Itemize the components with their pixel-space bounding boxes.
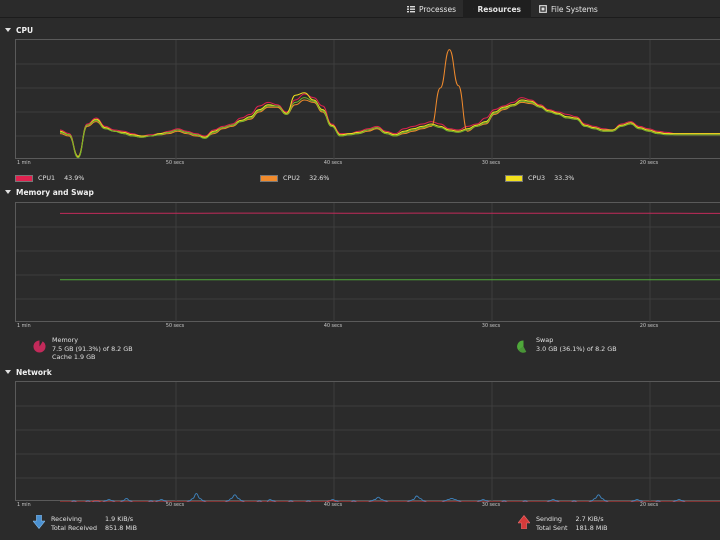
memory-cache: Cache 1.9 GB [52,353,96,361]
tab-resources[interactable]: Resources [463,0,531,18]
cpu1-label: CPU1 [38,174,56,182]
series-line-cpu4 [59,97,720,159]
tick-label: 20 secs [639,503,659,508]
tab-file-systems[interactable]: File Systems [529,0,608,18]
cpu3-value: 33.3% [554,174,575,182]
upload-arrow-icon[interactable] [518,515,530,529]
swap-used: 3.0 GB (36.1%) of 8.2 GB [536,344,617,353]
tick-label: 1 min [17,324,31,329]
sending-label: Sending [536,515,562,523]
cpu3-legend: CPU3 33.3% [505,174,574,182]
swap-label: Swap [536,336,554,344]
total-sent-value: 181.8 MiB [575,523,608,532]
sending-info: Sending 2.7 KiB/s Total Sent 181.8 MiB [518,515,608,532]
total-sent-label: Total Sent [536,523,568,532]
tick-label: 20 secs [639,324,659,329]
top-tab-bar: Processes Resources File Systems [0,0,720,18]
cpu1-legend: CPU1 43.9% [15,174,84,182]
tab-processes[interactable]: Processes [397,0,466,18]
memory-used: 7.5 GB (91.3%) of 8.2 GB [52,344,133,353]
swap-info: Swap 3.0 GB (36.1%) of 8.2 GB [517,336,617,353]
network-time-axis: 1 min 50 secs 40 secs 30 secs 20 secs [15,503,720,511]
network-plot [16,382,720,502]
collapse-triangle-icon[interactable] [5,28,11,32]
memory-time-axis: 1 min 50 secs 40 secs 30 secs 20 secs [15,324,720,332]
tick-label: 30 secs [481,324,501,329]
tick-label: 20 secs [639,161,659,166]
collapse-triangle-icon[interactable] [5,190,11,194]
tick-label: 30 secs [481,161,501,166]
cpu1-color-swatch[interactable] [15,174,33,182]
series-line-cpu2 [59,49,720,159]
series-line-receiving [60,493,720,502]
cpu2-label: CPU2 [283,174,301,182]
receiving-label: Receiving [51,515,82,523]
tick-label: 40 secs [323,324,343,329]
section-title: Memory and Swap [16,187,94,197]
network-section-header[interactable]: Network [5,366,52,378]
series-line-cpu3 [59,92,720,157]
tab-label: Resources [477,4,521,14]
sending-value: 2.7 KiB/s [575,515,604,523]
cpu1-value: 43.9% [64,174,85,182]
tick-label: 50 secs [165,324,185,329]
network-graph [15,381,720,502]
cpu-plot [16,40,720,160]
cpu-graph [15,39,720,160]
tick-label: 40 secs [323,161,343,166]
tick-label: 1 min [17,161,31,166]
file-systems-icon [539,5,547,13]
receiving-value: 1.9 KiB/s [105,515,134,523]
tick-label: 30 secs [481,503,501,508]
cpu2-color-swatch[interactable] [260,174,278,182]
total-received-value: 851.8 MiB [105,523,138,532]
memory-label: Memory [52,336,78,344]
memory-section-header[interactable]: Memory and Swap [5,186,94,198]
tab-label: Processes [419,4,456,14]
tick-label: 50 secs [165,161,185,166]
tick-label: 50 secs [165,503,185,508]
cpu-section-header[interactable]: CPU [5,24,33,36]
cpu2-legend: CPU2 32.6% [260,174,329,182]
processes-icon [407,6,415,13]
memory-pie-icon[interactable] [33,340,46,353]
collapse-triangle-icon[interactable] [5,370,11,374]
swap-pie-icon[interactable] [517,340,530,353]
memory-plot [16,203,720,323]
tick-label: 40 secs [323,503,343,508]
cpu-time-axis: 1 min 50 secs 40 secs 30 secs 20 secs [15,161,720,169]
cpu3-label: CPU3 [528,174,546,182]
section-title: Network [16,367,52,377]
tab-label: File Systems [551,4,598,14]
memory-info: Memory 7.5 GB (91.3%) of 8.2 GB Cache 1.… [33,336,133,362]
tick-label: 1 min [17,503,31,508]
section-title: CPU [16,25,34,35]
memory-graph [15,202,720,323]
download-arrow-icon[interactable] [33,515,45,529]
cpu3-color-swatch[interactable] [505,174,523,182]
total-received-label: Total Received [51,523,98,532]
cpu2-value: 32.6% [309,174,330,182]
receiving-info: Receiving 1.9 KiB/s Total Received 851.8… [33,515,137,532]
